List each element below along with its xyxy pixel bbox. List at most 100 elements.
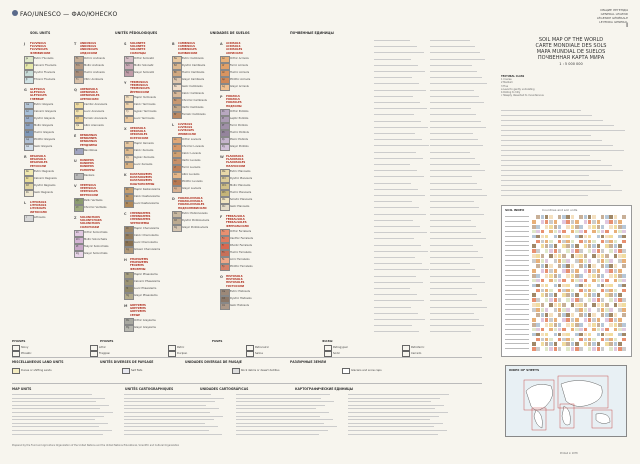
soil-code: Yy <box>126 110 129 113</box>
table-cell <box>562 308 566 312</box>
soil-code: Qa <box>76 124 80 127</box>
table-cell <box>553 278 558 283</box>
table-cell <box>549 239 553 244</box>
table-cell <box>549 229 553 234</box>
table-cell <box>540 264 545 268</box>
table-cell <box>622 288 626 293</box>
group-name: PODZOLS PODZOLS PODZOLES ПОДЗОЛЫ <box>226 95 242 108</box>
group-name: FERRALSOLS FERRALSOLS FERRALSOLES ФЕРРАЛ… <box>226 215 249 228</box>
table-cell <box>570 215 575 219</box>
table-cell <box>532 317 536 322</box>
soil-code: Bx <box>174 85 177 88</box>
soil-swatch <box>74 116 84 123</box>
table-cell <box>553 229 558 234</box>
table-cell <box>532 259 536 263</box>
table-cell <box>587 234 592 239</box>
table-cell <box>544 268 549 273</box>
soil-label: Acric Ferralsols <box>230 258 250 261</box>
table-cell <box>600 254 605 258</box>
table-cell <box>562 259 566 263</box>
table-cell <box>557 234 562 239</box>
soil-code: Po <box>222 110 225 113</box>
table-cell <box>562 288 566 293</box>
text-line <box>374 114 414 115</box>
table-cell <box>536 327 540 332</box>
table-cell <box>536 283 540 288</box>
table-cell <box>575 234 579 239</box>
table-row-label <box>505 279 529 281</box>
soil-code: Xl <box>126 163 129 166</box>
table-cell <box>536 215 540 219</box>
text-line <box>374 306 411 308</box>
table-cell <box>570 268 575 273</box>
table-cell <box>587 244 592 249</box>
table-cell <box>549 244 553 249</box>
text-line <box>501 155 590 156</box>
table-cell <box>536 273 540 278</box>
soil-swatch <box>124 272 134 279</box>
table-cell <box>570 313 575 317</box>
text-line <box>374 219 413 221</box>
table-cell <box>549 278 553 283</box>
table-cell <box>549 293 553 298</box>
soil-swatch <box>24 63 34 70</box>
soil-code: Zg <box>76 252 79 255</box>
text-line <box>430 114 476 115</box>
table-cell <box>570 342 575 347</box>
table-cell <box>532 283 536 288</box>
text-line <box>374 126 428 128</box>
table-cell <box>540 229 545 234</box>
table-cell <box>618 327 622 332</box>
soil-code: Rx <box>26 191 29 194</box>
group-name: ARENOSOLS ARENOSOLS ARENOSOLES АРЕНОСОЛИ <box>80 88 100 101</box>
soil-label: Gelic Cambisols <box>182 85 203 88</box>
soil-swatch <box>220 130 230 137</box>
table-cell <box>532 293 536 298</box>
misc-symbol <box>232 368 240 374</box>
table-cell <box>605 278 609 283</box>
table-cell <box>613 298 618 303</box>
soil-code: Lf <box>174 166 176 169</box>
table-cell <box>575 268 579 273</box>
text-line <box>430 126 486 128</box>
table-cell <box>613 327 618 332</box>
soil-swatch <box>172 70 182 77</box>
soil-code: Fx <box>222 237 225 240</box>
table-cell <box>605 313 609 317</box>
soil-swatch <box>124 187 134 194</box>
text-line <box>430 306 487 308</box>
text-line <box>430 238 486 239</box>
table-cell <box>544 219 549 224</box>
soil-code: Gx <box>26 145 29 148</box>
table-cell <box>600 229 605 234</box>
table-row-label <box>505 220 529 222</box>
table-cell <box>605 327 609 332</box>
table-cell <box>592 313 596 317</box>
group-letter: D <box>172 197 175 201</box>
table-cell <box>553 234 558 239</box>
soil-label: Eutric Regosols <box>34 170 54 173</box>
table-cell <box>596 298 601 303</box>
soil-swatch <box>124 201 134 208</box>
table-row-label <box>505 299 529 300</box>
sheet-info-line: ОБЩИЕ ЛЕГЕНДЫ <box>600 8 628 12</box>
table-cell <box>587 249 592 254</box>
table-cell <box>532 268 536 273</box>
text-line <box>430 145 483 146</box>
texture-label: TEXTURAL CLASS <box>501 75 525 78</box>
soil-swatch <box>172 112 182 119</box>
table-cell <box>575 273 579 278</box>
table-cell <box>613 347 618 352</box>
soil-label: Chromic Cambisols <box>182 99 207 102</box>
phase-symbol <box>90 345 98 351</box>
table-cell <box>596 254 601 258</box>
table-cell <box>553 273 558 278</box>
table-cell <box>583 332 588 337</box>
table-cell <box>549 288 553 293</box>
misc-title: MISCELLANEOUS LAND UNITS <box>12 360 64 364</box>
text-line <box>501 190 622 191</box>
table-cell <box>618 308 622 312</box>
table-cell <box>618 249 622 254</box>
table-cell <box>600 303 605 307</box>
table-cell <box>549 268 553 273</box>
